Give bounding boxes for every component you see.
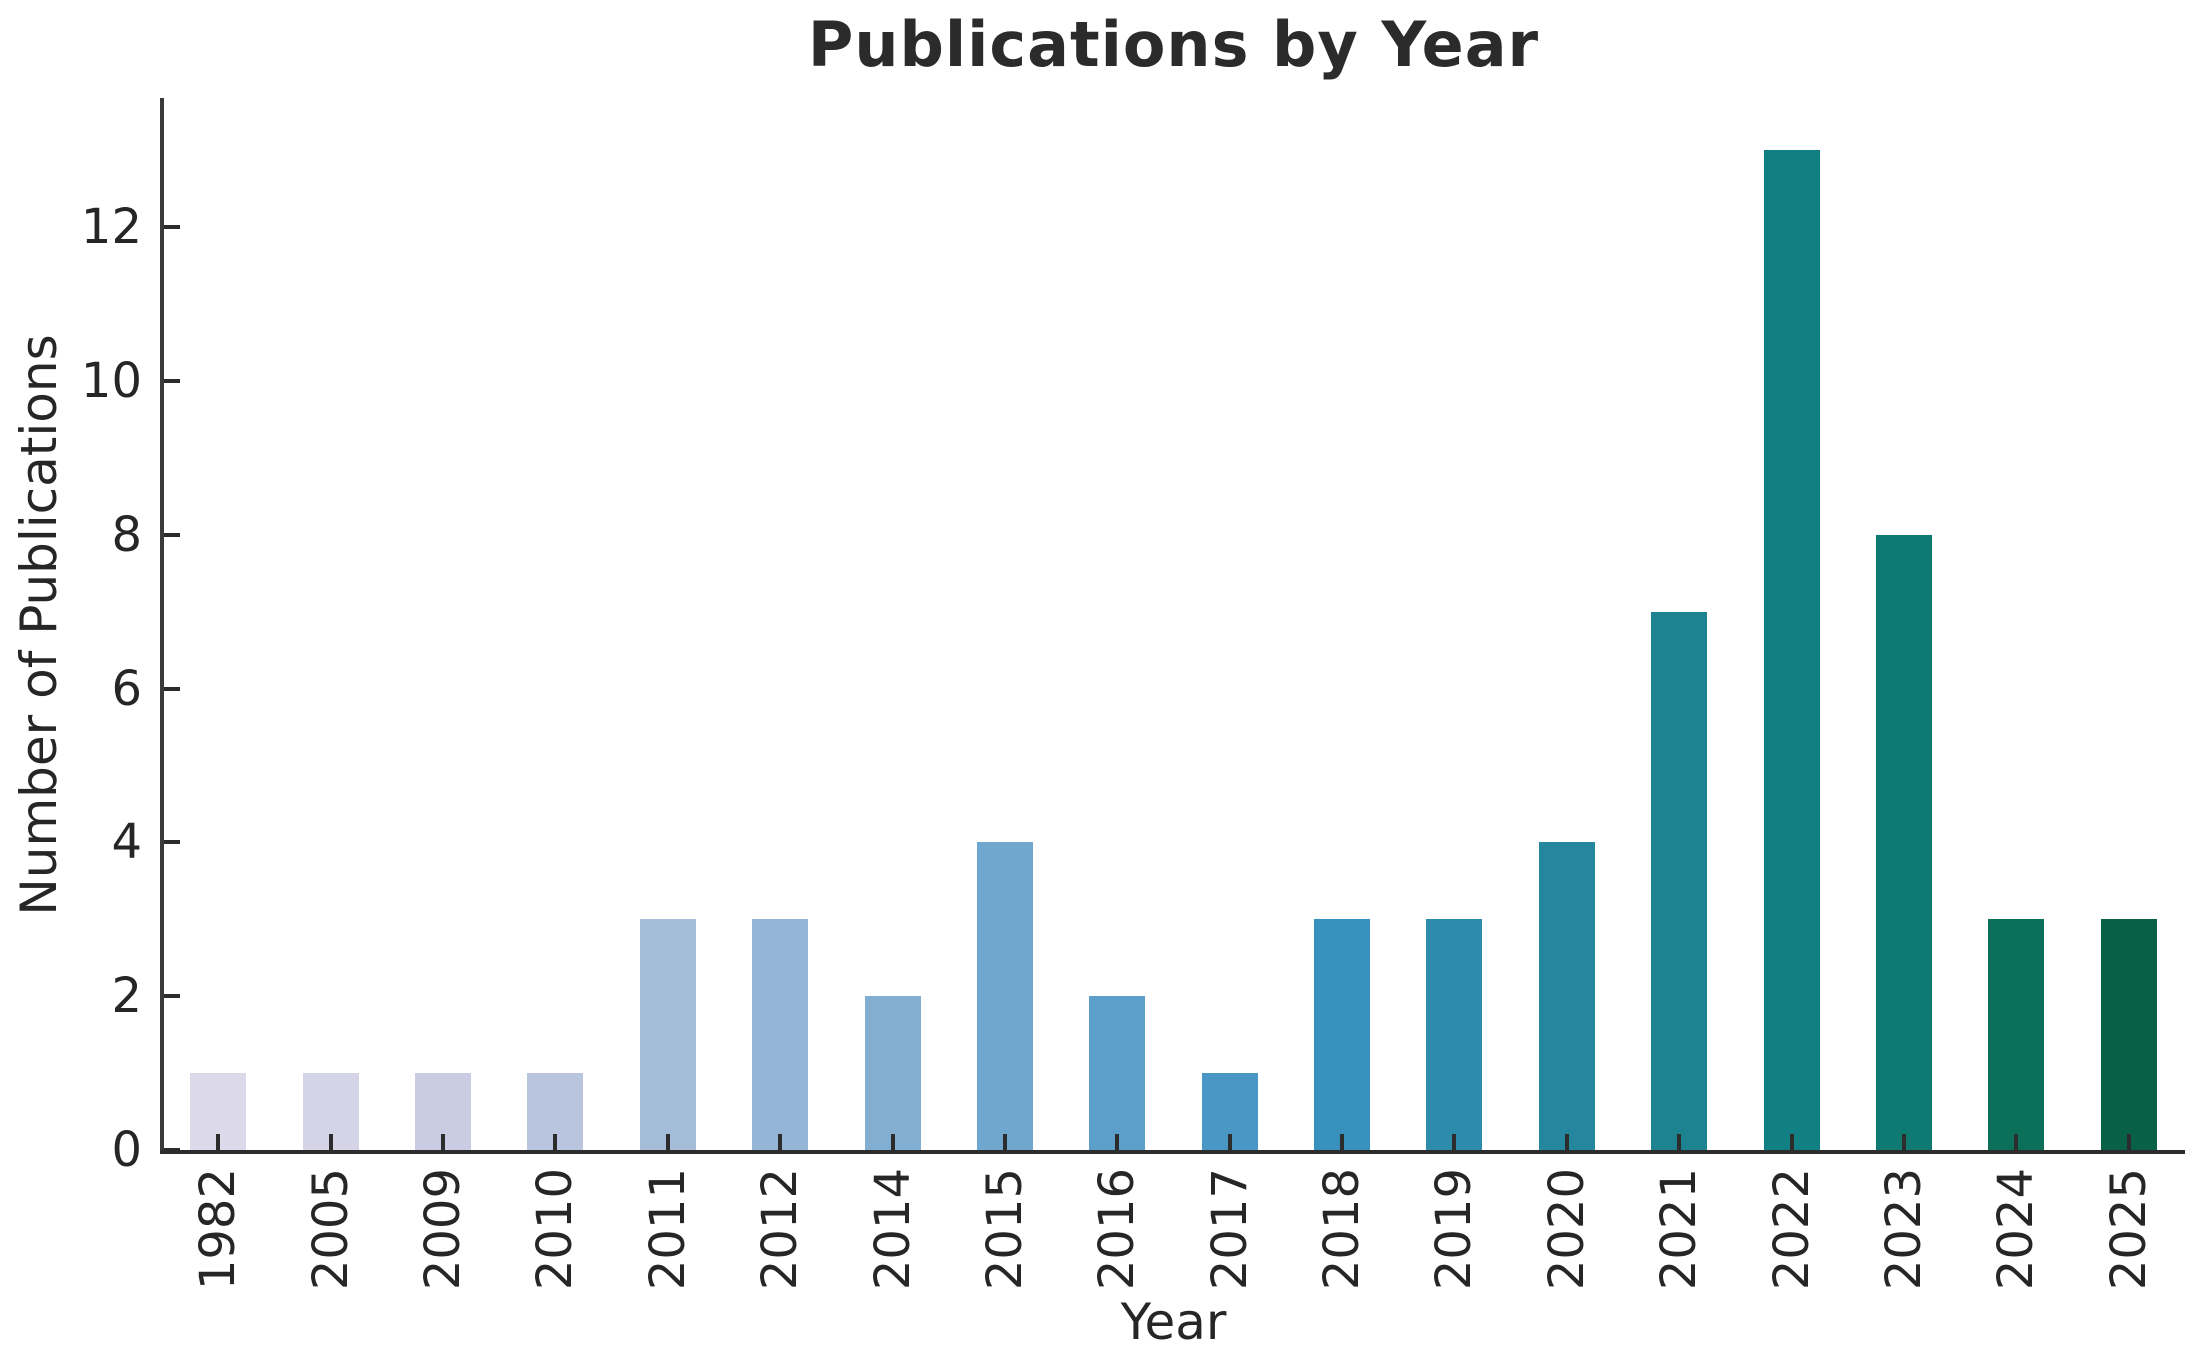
- y-tick-8: [164, 533, 180, 537]
- bar-2016: [1089, 996, 1145, 1150]
- x-tick-2009: [441, 1134, 445, 1150]
- x-tick-2005: [329, 1134, 333, 1150]
- bar-2025: [2101, 919, 2157, 1150]
- x-axis-title: Year: [1120, 1293, 1227, 1351]
- x-tick-label-text-2009: 2009: [415, 1168, 471, 1291]
- bar-2019: [1426, 919, 1482, 1150]
- bar-2015: [977, 842, 1033, 1150]
- bar-2020: [1539, 842, 1595, 1150]
- bar-2023: [1876, 535, 1932, 1150]
- x-tick-2018: [1340, 1134, 1344, 1150]
- x-tick-label-text-1982: 1982: [190, 1168, 246, 1291]
- x-tick-label-text-2019: 2019: [1426, 1168, 1482, 1291]
- bar-2011: [640, 919, 696, 1150]
- y-tick-label-4: 4: [111, 814, 142, 870]
- y-tick-4: [164, 840, 180, 844]
- x-tick-label-text-2015: 2015: [977, 1168, 1033, 1291]
- y-tick-label-10: 10: [80, 353, 142, 409]
- x-tick-2019: [1452, 1134, 1456, 1150]
- x-tick-label-text-2010: 2010: [527, 1168, 583, 1291]
- y-tick-2: [164, 994, 180, 998]
- x-tick-2014: [891, 1134, 895, 1150]
- x-tick-label-text-2022: 2022: [1764, 1168, 1820, 1291]
- y-tick-label-2: 2: [111, 968, 142, 1024]
- y-axis-line: [160, 98, 164, 1154]
- x-tick-2015: [1003, 1134, 1007, 1150]
- x-tick-label-text-2016: 2016: [1089, 1168, 1145, 1291]
- y-tick-12: [164, 225, 180, 229]
- bar-2024: [1988, 919, 2044, 1150]
- x-tick-2023: [1902, 1134, 1906, 1150]
- x-tick-label-text-2023: 2023: [1876, 1168, 1932, 1291]
- x-tick-label-text-2024: 2024: [1988, 1168, 2044, 1291]
- x-tick-2016: [1115, 1134, 1119, 1150]
- x-tick-label-text-2005: 2005: [303, 1168, 359, 1291]
- x-tick-2021: [1677, 1134, 1681, 1150]
- y-tick-6: [164, 687, 180, 691]
- x-tick-label-text-2018: 2018: [1314, 1168, 1370, 1291]
- x-tick-label-text-2020: 2020: [1539, 1168, 1595, 1291]
- x-tick-2025: [2127, 1134, 2131, 1150]
- x-tick-2022: [1790, 1134, 1794, 1150]
- bar-2012: [752, 919, 808, 1150]
- x-tick-label-text-2021: 2021: [1651, 1168, 1707, 1291]
- x-tick-label-text-2012: 2012: [752, 1168, 808, 1291]
- x-tick-2024: [2014, 1134, 2018, 1150]
- y-tick-label-0: 0: [111, 1122, 142, 1178]
- x-tick-2010: [553, 1134, 557, 1150]
- y-tick-label-8: 8: [111, 507, 142, 563]
- y-tick-label-6: 6: [111, 661, 142, 717]
- x-tick-2011: [666, 1134, 670, 1150]
- x-tick-1982: [216, 1134, 220, 1150]
- y-tick-0: [164, 1148, 180, 1152]
- bar-2022: [1764, 150, 1820, 1150]
- y-tick-10: [164, 379, 180, 383]
- x-tick-2020: [1565, 1134, 1569, 1150]
- y-tick-label-12: 12: [80, 199, 142, 255]
- x-tick-2012: [778, 1134, 782, 1150]
- x-tick-label-text-2017: 2017: [1202, 1168, 1258, 1291]
- x-tick-label-text-2025: 2025: [2101, 1168, 2157, 1291]
- x-tick-label-text-2011: 2011: [640, 1168, 696, 1291]
- chart-title: Publications by Year: [807, 8, 1540, 81]
- x-axis-line: [160, 1150, 2185, 1154]
- bar-2021: [1651, 612, 1707, 1150]
- x-tick-label-text-2014: 2014: [865, 1168, 921, 1291]
- x-tick-2017: [1228, 1134, 1232, 1150]
- bar-2018: [1314, 919, 1370, 1150]
- bar-2014: [865, 996, 921, 1150]
